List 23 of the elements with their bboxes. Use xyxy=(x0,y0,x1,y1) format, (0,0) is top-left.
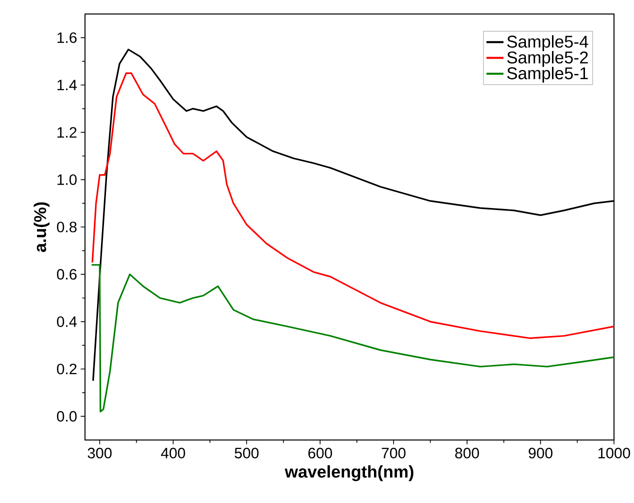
y-tick-label: 0.4 xyxy=(56,316,77,327)
y-tick-label: 1.2 xyxy=(58,127,76,138)
x-tick-label: 900 xyxy=(528,448,552,458)
y-tick-label: 0.8 xyxy=(56,222,77,232)
y-tick-label: 0.2 xyxy=(56,364,76,374)
legend-label: Sample5-1 xyxy=(507,66,588,83)
y-tick-label: 1.0 xyxy=(58,174,77,185)
y-axis-title: a.u(%) xyxy=(34,202,50,252)
x-axis-title: wavelength(nm) xyxy=(284,465,414,482)
x-tick-label: 1000 xyxy=(598,448,630,458)
y-tick-label: 1.4 xyxy=(58,80,77,90)
y-tick-label: 0.6 xyxy=(56,269,77,280)
x-tick-label: 600 xyxy=(308,448,332,458)
y-tick-label: 1.6 xyxy=(58,32,77,43)
x-tick-label: 500 xyxy=(234,448,259,458)
x-tick-label: 700 xyxy=(382,448,406,458)
x-tick-label: 400 xyxy=(161,448,186,458)
line-series xyxy=(90,264,614,412)
x-tick-label: 300 xyxy=(88,448,112,458)
legend-label: Sample5-4 xyxy=(507,35,588,52)
x-tick-label: 800 xyxy=(455,448,479,458)
legend-label: Sample5-2 xyxy=(507,51,588,67)
y-tick-label: 0.0 xyxy=(56,411,77,422)
